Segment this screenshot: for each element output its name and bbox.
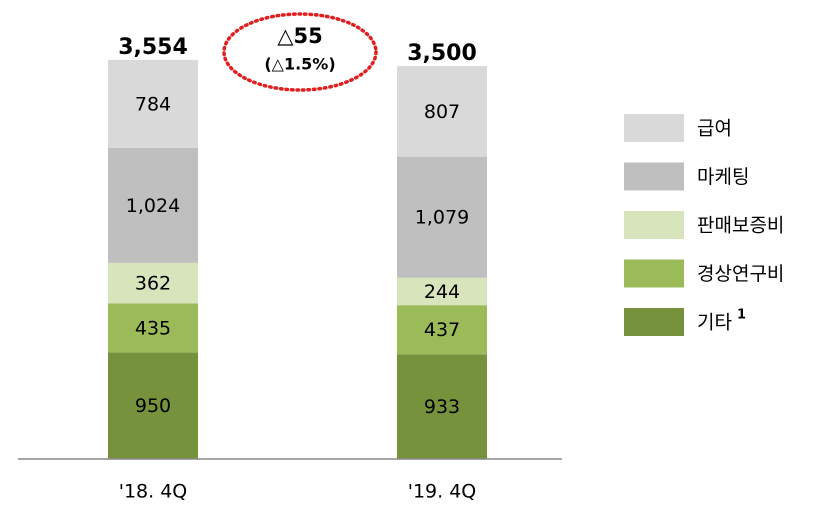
bar-segment: [108, 262, 198, 304]
legend-swatch: [624, 259, 684, 288]
total-label: 3,554: [118, 35, 188, 60]
value-label: 435: [135, 317, 171, 339]
bar-segment: [397, 66, 487, 157]
legend-swatch: [624, 211, 684, 239]
total-label: 3,500: [407, 41, 477, 66]
x-tick-label: '19. 4Q: [408, 481, 477, 503]
value-label: 950: [135, 395, 171, 417]
bar-segment: [397, 354, 487, 459]
legend-swatch: [624, 308, 684, 336]
value-label: 1,079: [415, 207, 469, 229]
legend-note: 1: [737, 308, 746, 323]
annotation-sub: (△1.5%): [264, 55, 335, 74]
legend-label: 경상연구비: [697, 263, 784, 285]
legend-swatch: [624, 162, 684, 191]
value-label: 437: [424, 319, 460, 341]
legend-label: 판매보증비: [697, 215, 784, 237]
legend-swatch: [624, 114, 684, 142]
value-label: 1,024: [126, 195, 180, 217]
bar-segment: [108, 352, 198, 459]
bar-segment: [108, 303, 198, 353]
bar-segment: [108, 59, 198, 148]
bar-segment: [397, 277, 487, 306]
annotation-ellipse: [222, 12, 378, 92]
bar-segment: [397, 156, 487, 278]
bar-segment: [108, 147, 198, 263]
legend-label: 마케팅: [697, 166, 749, 188]
annotation-main: △55: [277, 24, 322, 48]
value-label: 933: [424, 396, 460, 418]
value-label: 784: [135, 93, 171, 115]
legend-label: 기타: [697, 312, 732, 334]
bar-segment: [397, 305, 487, 355]
x-tick-label: '18. 4Q: [119, 481, 188, 503]
value-label: 807: [424, 101, 460, 123]
value-label: 244: [424, 281, 460, 303]
value-label: 362: [135, 273, 171, 295]
legend-label: 급여: [697, 118, 732, 140]
